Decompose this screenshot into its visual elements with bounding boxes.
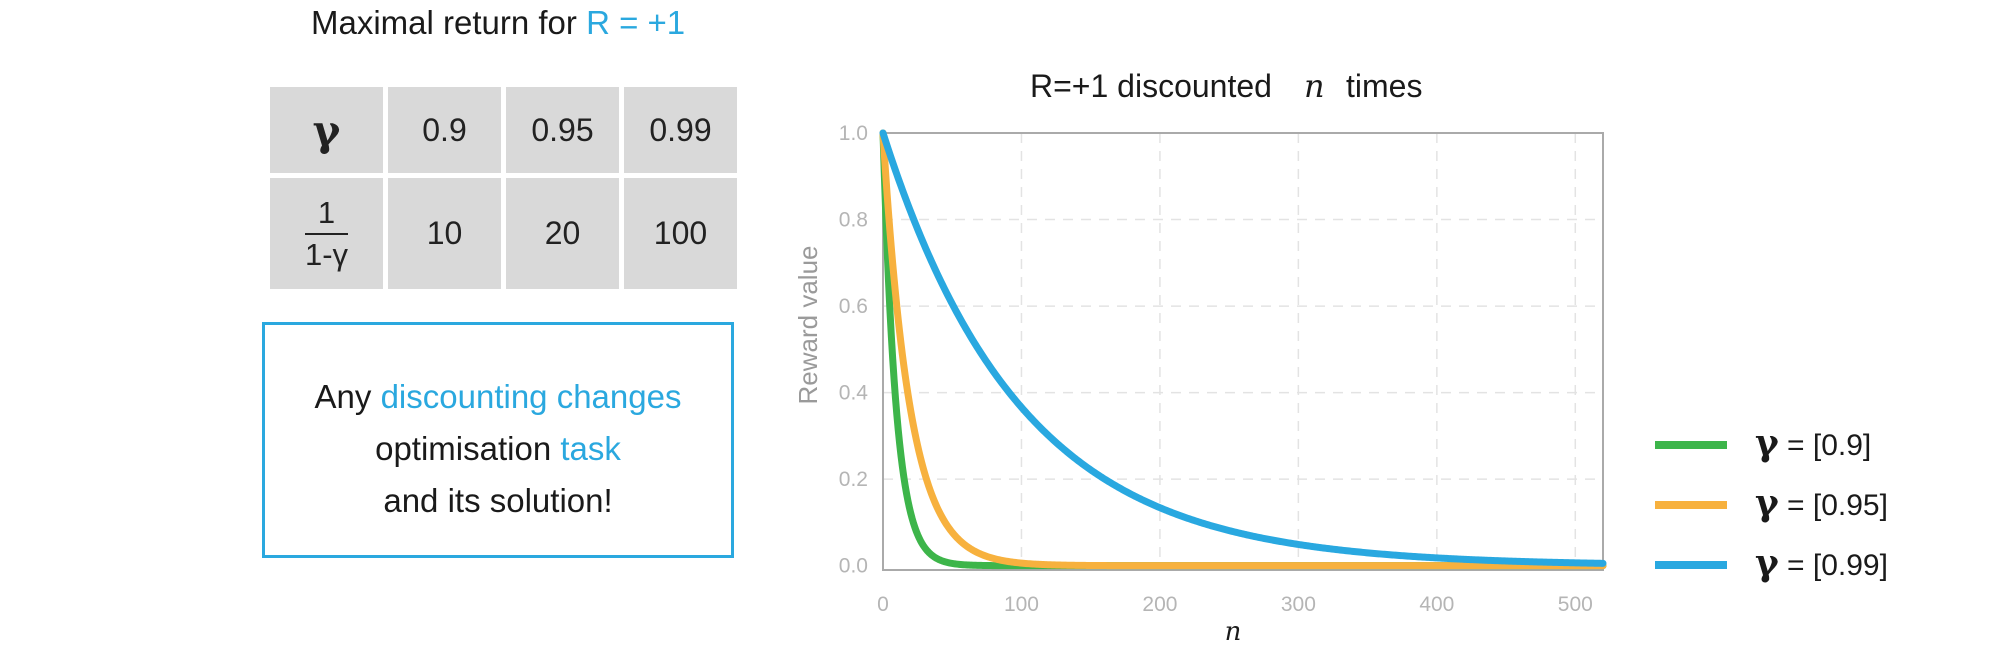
fraction: 1 1-γ <box>304 195 349 273</box>
plot-frame <box>882 132 1604 571</box>
x-axis-label: n <box>1225 617 1242 647</box>
gamma-header-cell: γ <box>270 87 383 173</box>
table-cell: 0.95 <box>506 87 619 173</box>
note-accent: task <box>560 430 621 467</box>
y-tick-label: 0.0 <box>839 555 868 578</box>
legend-gamma-symbol: γ <box>1755 542 1779 584</box>
x-tick-label: 300 <box>1281 593 1316 616</box>
x-tick-label: 100 <box>1004 593 1039 616</box>
legend-label: = [0.95] <box>1787 489 1888 522</box>
note-line-2: optimisation task <box>265 423 731 475</box>
legend-gamma-symbol: γ <box>1755 482 1779 524</box>
y-tick-label: 0.4 <box>839 382 869 405</box>
note-accent: discounting changes <box>380 378 682 415</box>
fraction-denominator: 1-γ <box>304 236 349 272</box>
y-tick-label: 0.6 <box>839 295 868 318</box>
series-lines <box>879 129 1607 570</box>
series-line <box>879 129 1607 570</box>
series-line <box>879 129 1607 570</box>
x-tick-label: 200 <box>1142 593 1177 616</box>
note-text: Any <box>314 378 381 415</box>
fraction-header-cell: 1 1-γ <box>270 178 383 289</box>
return-title-text: Maximal return for <box>311 4 587 41</box>
gamma-symbol: γ <box>312 105 341 155</box>
chart-title-prefix: R=+1 discounted <box>1030 68 1272 104</box>
table-cell: 0.99 <box>624 87 737 173</box>
x-tick-label: 400 <box>1419 593 1454 616</box>
y-axis-label: Reward value <box>793 246 823 405</box>
return-table: γ 0.9 0.95 0.99 1 1-γ 10 20 100 <box>265 82 742 294</box>
table-row: γ 0.9 0.95 0.99 <box>270 87 737 173</box>
note-line-1: Any discounting changes <box>265 371 731 423</box>
table-cell: 20 <box>506 178 619 289</box>
note-box: Any discounting changes optimisation tas… <box>262 322 734 558</box>
legend-label: = [0.9] <box>1787 429 1871 462</box>
return-title-accent: R = +1 <box>586 4 686 41</box>
chart-title-var: n <box>1304 67 1325 105</box>
table-cell: 0.9 <box>388 87 501 173</box>
y-tick-label: 0.2 <box>839 468 868 491</box>
table-row: 1 1-γ 10 20 100 <box>270 178 737 289</box>
chart-title-suffix: times <box>1346 68 1422 104</box>
y-tick-label: 1.0 <box>839 122 868 145</box>
table-cell: 100 <box>624 178 737 289</box>
x-tick-label: 0 <box>877 593 889 616</box>
legend: γ = [0.9]γ = [0.95]γ = [0.99] <box>1655 422 1888 584</box>
fraction-numerator: 1 <box>304 195 349 235</box>
ticks: 0 100 200 300 400 500 0.0 0.2 0.4 0.6 0.8 1.0 <box>839 122 1593 616</box>
legend-label: = [0.99] <box>1787 549 1888 582</box>
y-tick-label: 0.8 <box>839 209 868 232</box>
x-tick-label: 500 <box>1558 593 1593 616</box>
grid <box>883 133 1603 570</box>
table-cell: 10 <box>388 178 501 289</box>
legend-gamma-symbol: γ <box>1755 422 1779 464</box>
series-line <box>879 129 1607 567</box>
return-title: Maximal return for R = +1 <box>200 4 800 42</box>
note-text: optimisation <box>375 430 561 467</box>
note-line-3: and its solution! <box>383 482 613 519</box>
